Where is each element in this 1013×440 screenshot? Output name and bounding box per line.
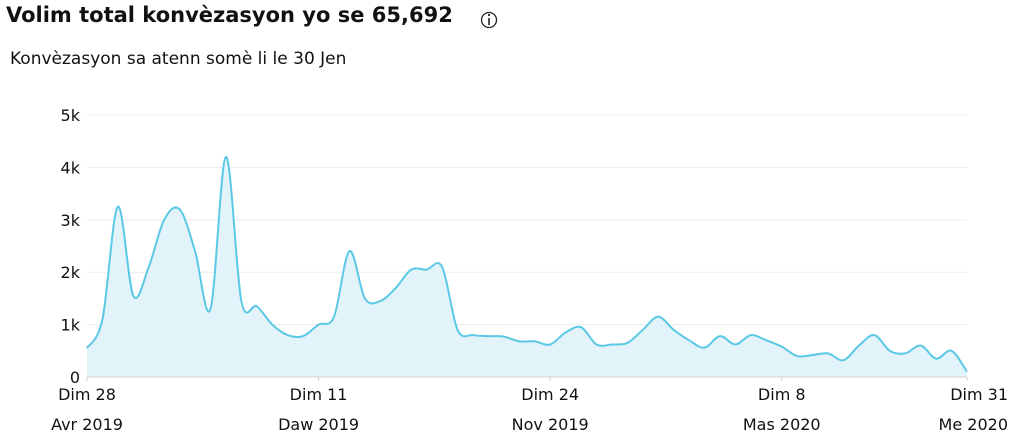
y-tick-label: 3k	[61, 211, 81, 230]
x-tick-label: Nov 2019	[512, 415, 589, 434]
x-tick-label: Dim 11	[290, 385, 348, 404]
x-tick-label: Dim 8	[758, 385, 806, 404]
x-tick-label: Dim 31	[950, 385, 1008, 404]
chart-subtitle: Konvèzasyon sa atenn somè li le 30 Jen	[10, 49, 346, 69]
x-tick-label: Mas 2020	[743, 415, 821, 434]
y-tick-label: 5k	[61, 106, 81, 125]
x-tick-label: Dim 28	[58, 385, 116, 404]
x-tick-label: Daw 2019	[278, 415, 359, 434]
area-fill	[87, 156, 967, 377]
x-tick-label: Avr 2019	[51, 415, 123, 434]
x-tick-label: Dim 24	[521, 385, 579, 404]
chart-title: Volim total konvèzasyon yo se 65,692	[6, 3, 453, 27]
y-tick-label: 1k	[61, 316, 81, 335]
y-tick-label: 0	[70, 368, 80, 387]
line	[86, 155, 968, 373]
y-tick-label: 4k	[61, 158, 81, 177]
info-icon[interactable]	[480, 11, 498, 29]
x-tick-label: Me 2020	[939, 415, 1008, 434]
y-tick-label: 2k	[61, 263, 81, 282]
